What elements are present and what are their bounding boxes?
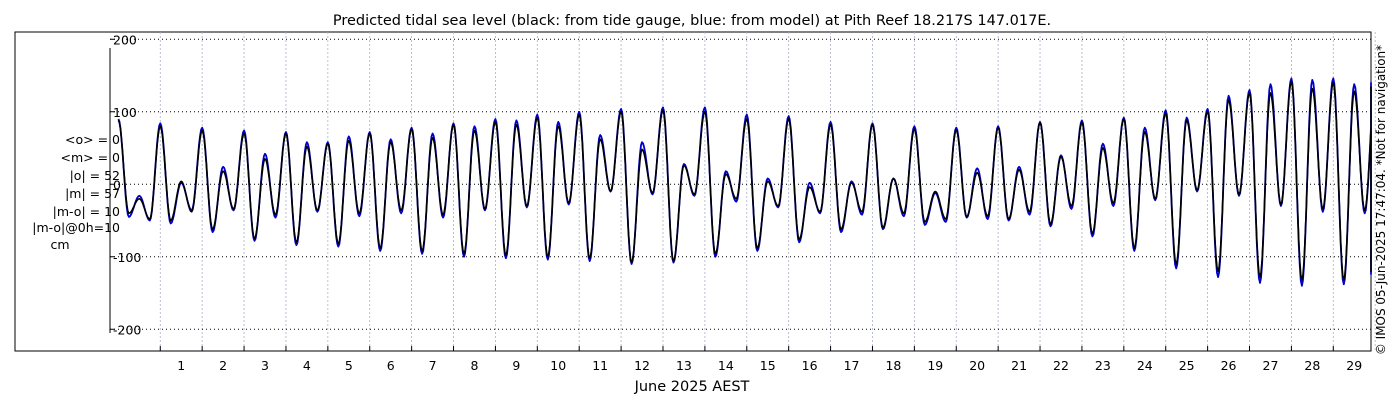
x-tick-label: 2 [219, 358, 227, 373]
stat-abs-model: |m| = 57 [65, 186, 120, 201]
x-tick-label: 27 [1263, 358, 1279, 373]
x-ticks: 1 2 3 4 5 6 7 8 9 10 11 12 13 14 15 16 17 18 19 20 21 22 23 24 2… [159, 346, 1362, 373]
x-tick-label: 5 [345, 358, 353, 373]
y-tick-label: 200 [113, 32, 137, 47]
x-tick-label: 11 [592, 358, 608, 373]
stat-abs-diff: |m-o| = 10 [52, 204, 120, 219]
x-tick-label: 28 [1304, 358, 1320, 373]
credit-text: © IMOS 05-Jun-2025 17:47:04. *Not for na… [1374, 44, 1388, 356]
stat-abs-observed: |o| = 52 [69, 168, 120, 183]
x-tick-label: 7 [429, 358, 437, 373]
stat-mean-observed: <o> = 0 [65, 132, 120, 147]
x-tick-label: 17 [844, 358, 860, 373]
x-tick-label: 21 [1011, 358, 1027, 373]
x-tick-label: 10 [550, 358, 566, 373]
x-tick-label: 25 [1179, 358, 1195, 373]
x-tick-label: 26 [1221, 358, 1237, 373]
x-tick-label: 22 [1053, 358, 1069, 373]
y-tick-label: -100 [113, 250, 141, 265]
x-tick-label: 8 [470, 358, 478, 373]
x-tick-label: 3 [261, 358, 269, 373]
x-grid [159, 32, 1376, 351]
x-tick-label: 1 [177, 358, 185, 373]
x-tick-label: 23 [1095, 358, 1111, 373]
x-tick-label: 29 [1346, 358, 1362, 373]
x-tick-label: 20 [969, 358, 985, 373]
stat-mean-model: <m> = 0 [60, 150, 121, 165]
x-tick-label: 16 [802, 358, 818, 373]
y-tick-label: 0 [113, 177, 121, 192]
y-ticks: 200 100 0 -100 -200 [110, 32, 141, 337]
stat-unit: cm [50, 237, 70, 252]
x-tick-label: 4 [303, 358, 311, 373]
y-tick-label: -200 [113, 322, 141, 337]
series-layer [117, 77, 1372, 287]
x-tick-label: 12 [634, 358, 650, 373]
x-tick-label: 14 [718, 358, 734, 373]
x-tick-label: 13 [676, 358, 692, 373]
x-tick-label: 24 [1137, 358, 1153, 373]
x-tick-label: 18 [885, 358, 901, 373]
x-tick-label: 19 [927, 358, 943, 373]
x-tick-label: 6 [387, 358, 395, 373]
chart-title: Predicted tidal sea level (black: from t… [333, 13, 1051, 29]
series-line-tide-gauge [117, 80, 1372, 281]
stat-abs-diff-0h: |m-o|@0h=10 [32, 220, 120, 235]
x-tick-label: 15 [760, 358, 776, 373]
y-tick-label: 100 [113, 105, 137, 120]
x-axis-label: June 2025 AEST [634, 379, 750, 395]
x-tick-label: 9 [512, 358, 520, 373]
